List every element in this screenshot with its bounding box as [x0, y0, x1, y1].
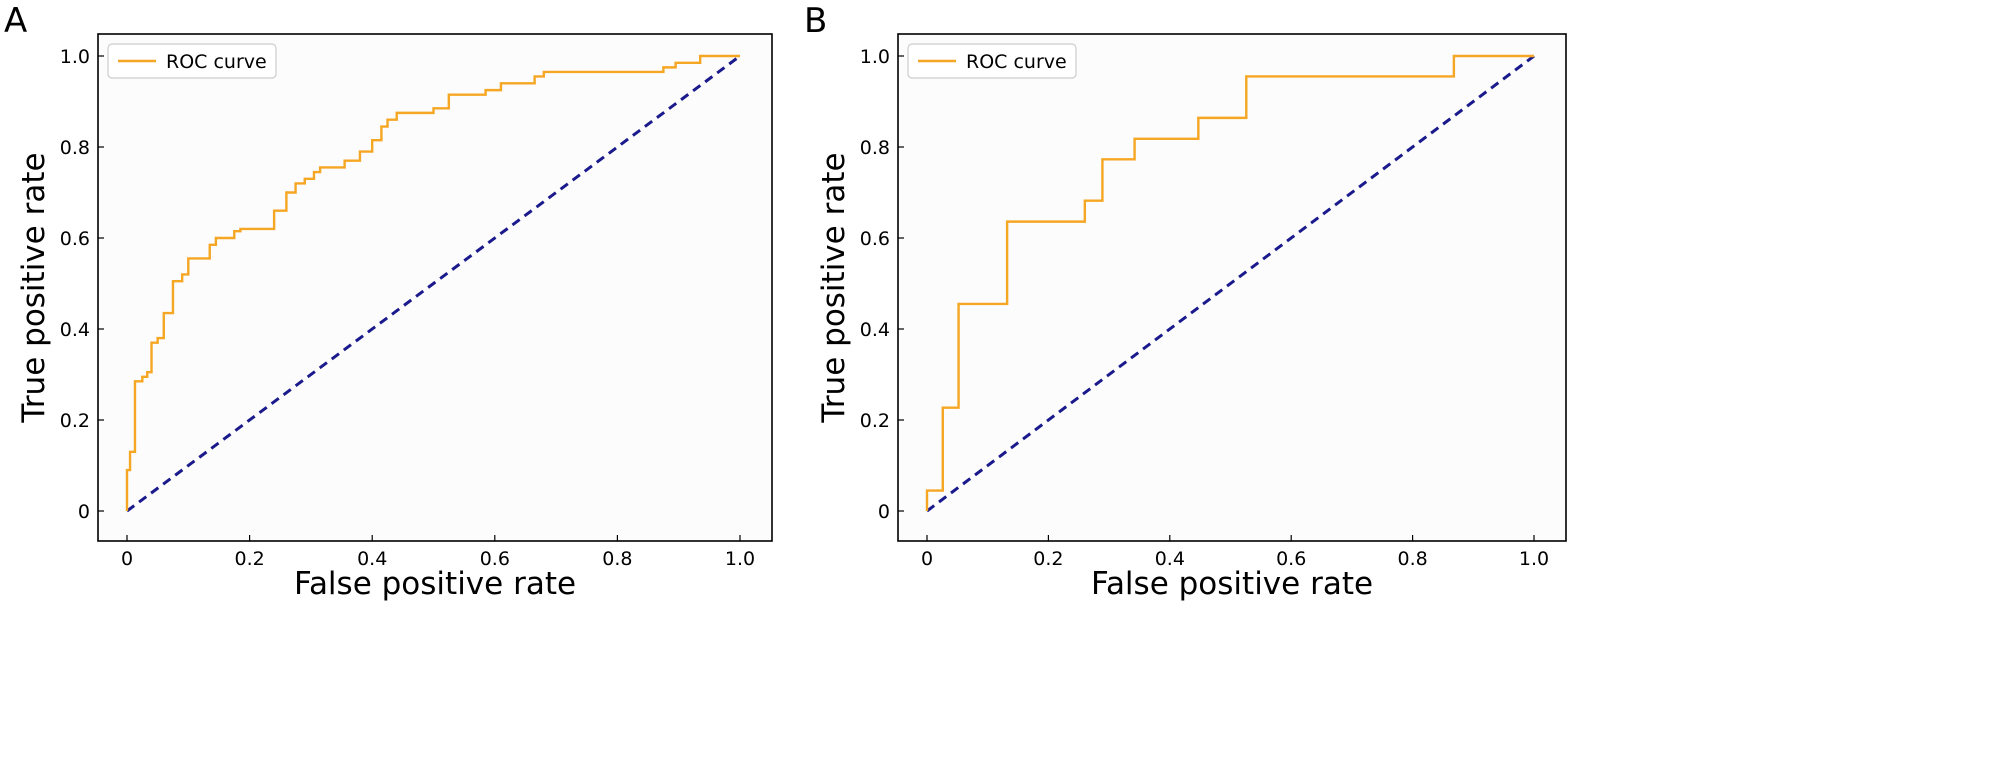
x-axis-label: False positive rate [1091, 566, 1373, 602]
chart-panel-a: A 0 0.2 0.4 0.6 0.8 1.0 0 0.2 0.4 0.6 0.8 1.0 False p… [4, 1, 773, 602]
legend-box [907, 43, 1077, 79]
x-tick-label: 0.4 [357, 548, 387, 570]
y-tick-label: 0.8 [60, 137, 90, 159]
x-axis-label: False positive rate [294, 566, 576, 602]
legend-box [107, 43, 277, 79]
y-axis-label: True positive rate [16, 152, 52, 423]
chance-diagonal-line [926, 54, 1535, 513]
x-tick-label: 1.0 [1519, 548, 1549, 570]
y-tick-label: 0.6 [860, 228, 890, 250]
x-tick-label: 1.0 [725, 548, 755, 570]
panel-label-b: B [804, 1, 827, 41]
chance-diagonal-line [126, 54, 741, 513]
x-tick-label: 0.2 [1033, 548, 1063, 570]
legend-label: ROC curve [966, 51, 1067, 73]
chart-panel-b: B 0 0.2 0.4 0.6 0.8 1.0 0 0.2 0.4 0.6 0.8 1.0 False p… [804, 1, 1567, 602]
y-tick-label: 1.0 [60, 46, 90, 68]
y-tick-label: 0.8 [860, 137, 890, 159]
x-tick-label: 0.2 [234, 548, 264, 570]
y-axis-label: True positive rate [816, 152, 852, 423]
roc-curve-line [125, 54, 740, 511]
x-tick-label: 0.8 [1397, 548, 1427, 570]
y-tick-label: 0.4 [60, 319, 90, 341]
x-tick-label: 0 [921, 548, 933, 570]
x-tick-label: 0 [121, 548, 133, 570]
legend-label: ROC curve [166, 51, 267, 73]
x-tick-label: 0.4 [1155, 548, 1185, 570]
y-tick-label: 0.2 [60, 410, 90, 432]
plot-frame [897, 33, 1567, 542]
roc-curve-line [925, 54, 1534, 511]
y-tick-label: 1.0 [860, 46, 890, 68]
y-tick-label: 0.2 [860, 410, 890, 432]
y-tick-label: 0.4 [860, 319, 890, 341]
legend: ROC curve [107, 43, 277, 79]
y-tick-label: 0 [878, 501, 890, 523]
y-tick-label: 0 [78, 501, 90, 523]
panel-label-a: A [4, 1, 27, 41]
x-tick-label: 0.6 [1276, 548, 1306, 570]
plot-frame [97, 33, 773, 542]
legend: ROC curve [907, 43, 1077, 79]
x-tick-label: 0.6 [480, 548, 510, 570]
y-tick-label: 0.6 [60, 228, 90, 250]
x-tick-label: 0.8 [602, 548, 632, 570]
